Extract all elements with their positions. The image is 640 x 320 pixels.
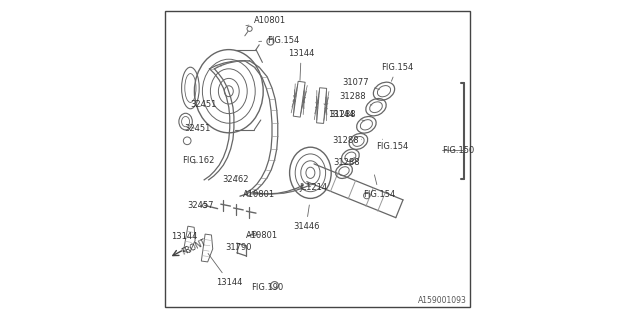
Text: A10801: A10801	[246, 231, 278, 240]
Text: 13144: 13144	[208, 253, 243, 287]
Text: FIG.154: FIG.154	[381, 63, 413, 81]
Text: 32451: 32451	[184, 124, 211, 133]
Text: A10801: A10801	[246, 16, 287, 26]
Text: A159001093: A159001093	[419, 296, 467, 305]
Text: 31288: 31288	[339, 92, 372, 105]
Text: FIG.162: FIG.162	[182, 156, 215, 165]
Text: FIG.190: FIG.190	[251, 284, 284, 292]
Text: 13144: 13144	[288, 49, 314, 80]
Text: JL1214: JL1214	[300, 183, 327, 192]
Text: FIG.150: FIG.150	[442, 146, 474, 155]
Text: 31288: 31288	[330, 110, 365, 121]
Text: 31446: 31446	[292, 205, 319, 231]
Text: 13144: 13144	[172, 232, 198, 241]
Text: 31790: 31790	[226, 243, 252, 252]
Text: 32457: 32457	[187, 201, 214, 210]
Text: FIG.154: FIG.154	[376, 139, 408, 151]
Text: 32462: 32462	[223, 175, 249, 184]
Text: A10801: A10801	[243, 190, 275, 199]
Text: FIG.154: FIG.154	[259, 36, 300, 44]
Text: 31288: 31288	[334, 157, 360, 167]
Text: FIG.154: FIG.154	[364, 175, 396, 199]
Text: 32451: 32451	[191, 100, 217, 109]
Text: 31077: 31077	[342, 78, 380, 90]
Text: FRONT: FRONT	[180, 238, 207, 257]
Text: 13144: 13144	[324, 104, 355, 119]
Text: 31288: 31288	[332, 136, 362, 145]
